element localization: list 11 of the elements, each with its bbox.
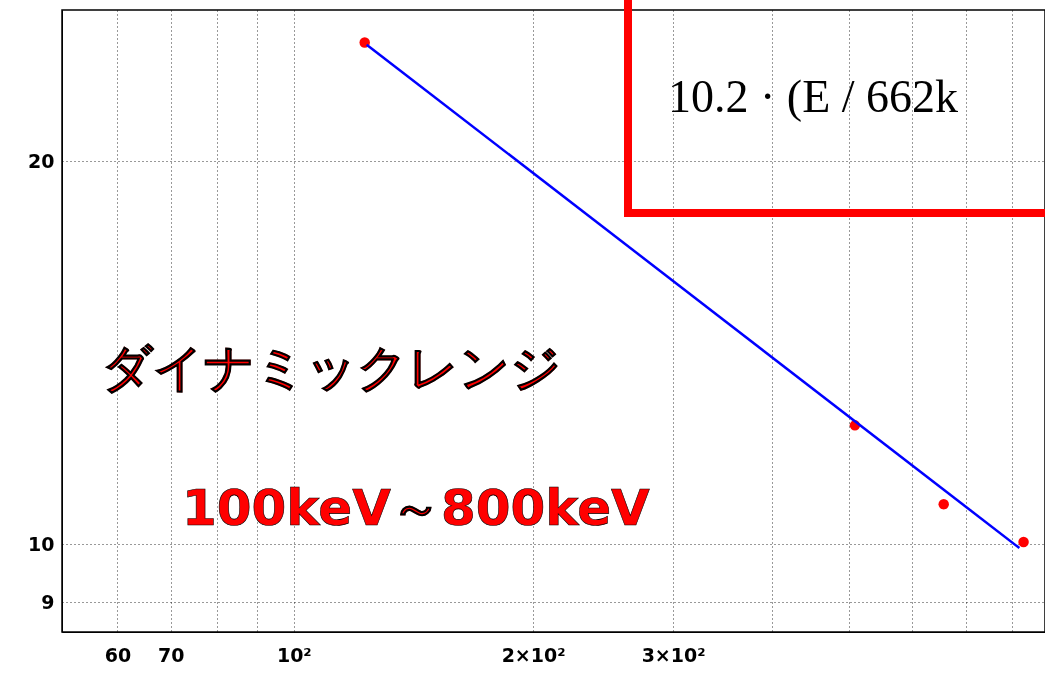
x-tick-label: 2×10² xyxy=(501,643,566,666)
x-tick-label: 70 xyxy=(157,643,185,666)
x-tick-label: 60 xyxy=(104,643,132,666)
y-tick-label: 20 xyxy=(28,149,55,172)
x-tick-label: 3×10² xyxy=(641,643,706,666)
annotation: ダイナミックレンジ xyxy=(102,339,561,397)
y-tick-label: 10 xyxy=(28,532,55,555)
annotation: 10.2 · (E / 662k xyxy=(668,71,959,122)
annotation: 100keV～800keV xyxy=(182,479,651,537)
x-tick-label: 10² xyxy=(276,643,312,666)
y-tick-label: 9 xyxy=(41,590,55,613)
